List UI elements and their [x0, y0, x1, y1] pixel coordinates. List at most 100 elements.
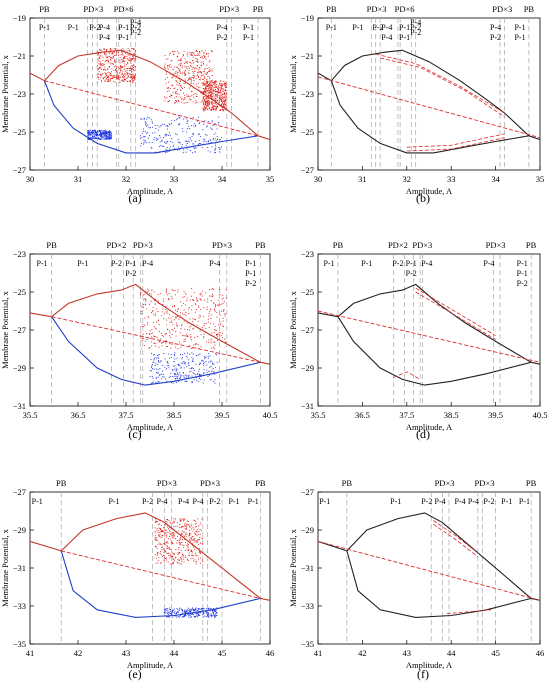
- chaos-point-upper: [181, 526, 183, 528]
- chaos-point-upper: [179, 315, 181, 317]
- chaos-point-upper: [212, 95, 214, 97]
- chaos-point-upper: [114, 54, 116, 56]
- chaos-point-upper: [194, 67, 196, 69]
- chaos-point-upper: [209, 88, 211, 91]
- chaos-point-upper: [122, 74, 124, 76]
- chaos-point-upper: [140, 292, 142, 294]
- chaos-point-lower: [106, 132, 108, 134]
- chaos-point-upper: [224, 85, 226, 87]
- chaos-point-upper: [224, 104, 226, 106]
- chaos-point-lower: [170, 375, 172, 378]
- chaos-point-upper: [199, 52, 201, 54]
- chaos-point-upper: [169, 530, 171, 532]
- chaos-point-upper: [216, 311, 218, 313]
- branch-lower: [337, 316, 532, 386]
- chaos-point-upper: [113, 69, 115, 71]
- chaos-point-upper: [167, 531, 169, 534]
- unstable-loop: [406, 133, 505, 148]
- chaos-point-upper: [166, 521, 168, 523]
- chaos-point-upper: [183, 314, 185, 316]
- bifurcation-label: PD×6: [395, 4, 415, 14]
- chaos-point-upper: [225, 288, 227, 291]
- chaos-point-lower: [102, 132, 104, 134]
- chaos-point-lower: [89, 129, 91, 131]
- chaos-point-upper: [168, 87, 170, 89]
- chaos-point-lower: [186, 123, 188, 125]
- chaos-point-upper: [210, 338, 212, 340]
- y-tick-label: −35: [13, 639, 26, 649]
- chaos-point-upper: [198, 551, 200, 553]
- chaos-point-upper: [98, 70, 100, 72]
- chaos-point-lower: [189, 608, 191, 610]
- chaos-point-upper: [102, 57, 104, 59]
- chaos-point-upper: [186, 520, 188, 522]
- chaos-point-upper: [159, 532, 161, 534]
- chaos-point-upper: [187, 95, 189, 97]
- chaos-point-upper: [205, 87, 207, 90]
- period-label: P-2: [125, 269, 136, 278]
- chaos-point-lower: [98, 129, 100, 131]
- chaos-point-lower: [142, 130, 144, 132]
- chaos-point-upper: [169, 52, 171, 54]
- chaos-point-upper: [186, 53, 188, 55]
- chaos-point-lower: [214, 611, 216, 613]
- chaos-point-upper: [141, 311, 143, 313]
- chaos-point-upper: [211, 92, 213, 94]
- chaos-point-upper: [115, 61, 117, 63]
- chaos-point-upper: [185, 555, 187, 557]
- chaos-point-upper: [188, 61, 190, 63]
- chaos-point-lower: [140, 142, 142, 144]
- bifurcation-label: PB: [524, 4, 535, 14]
- chaos-point-upper: [193, 93, 195, 96]
- chaos-point-upper: [130, 76, 132, 78]
- chaos-point-lower: [161, 140, 163, 142]
- chaos-point-lower: [159, 368, 161, 370]
- chaos-point-upper: [157, 311, 159, 313]
- chaos-point-upper: [157, 562, 159, 564]
- chaos-point-upper: [223, 96, 225, 98]
- chaos-point-upper: [210, 102, 212, 104]
- chaos-point-upper: [214, 87, 216, 89]
- chaos-point-lower: [92, 130, 94, 132]
- chaos-point-upper: [192, 299, 194, 301]
- chaos-point-upper: [128, 69, 130, 71]
- chaos-point-upper: [108, 52, 110, 54]
- bifurcation-label: PD×3: [486, 240, 506, 250]
- chaos-point-lower: [108, 137, 110, 139]
- chaos-point-lower: [215, 151, 217, 153]
- chaos-point-lower: [194, 151, 197, 153]
- chaos-point-lower: [177, 364, 180, 366]
- chaos-point-upper: [195, 78, 197, 80]
- chaos-point-upper: [219, 314, 221, 316]
- chaos-point-upper: [170, 541, 172, 543]
- chaos-point-upper: [98, 57, 100, 59]
- chaos-point-lower: [163, 141, 165, 143]
- bifurcation-label: PB: [39, 4, 50, 14]
- chaos-point-lower: [102, 134, 104, 136]
- chaos-point-lower: [210, 613, 212, 615]
- chaos-point-upper: [162, 300, 164, 302]
- chaos-point-upper: [172, 552, 174, 554]
- chaos-point-upper: [168, 335, 171, 337]
- chaos-point-upper: [178, 101, 180, 103]
- chaos-point-upper: [184, 66, 186, 68]
- chaos-point-lower: [153, 368, 155, 370]
- chaos-point-upper: [191, 95, 193, 97]
- chaos-point-upper: [133, 52, 136, 54]
- chaos-point-upper: [124, 72, 126, 74]
- chaos-point-upper: [154, 545, 156, 548]
- chaos-point-upper: [156, 539, 158, 542]
- chaos-point-lower: [172, 376, 174, 378]
- y-axis-label: Membrane Potential, x: [288, 54, 298, 132]
- chaos-point-lower: [172, 145, 174, 148]
- period-label: P-2: [111, 259, 122, 268]
- chaos-point-lower: [180, 366, 182, 368]
- chaos-point-lower: [145, 140, 147, 142]
- chaos-point-upper: [195, 555, 197, 557]
- plot-frame: [317, 17, 541, 171]
- chaos-point-upper: [194, 99, 196, 101]
- chaos-point-upper: [123, 57, 125, 59]
- chaos-point-upper: [219, 84, 221, 86]
- chaos-point-upper: [161, 342, 163, 344]
- chaos-point-lower: [170, 382, 172, 384]
